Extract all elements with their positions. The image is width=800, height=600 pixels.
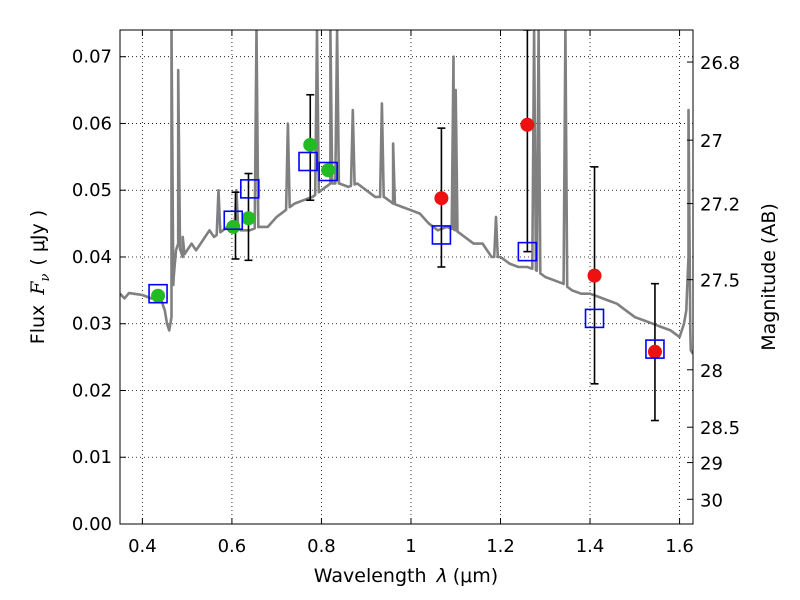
x-axis-label: Wavelength λ (μm) (314, 565, 498, 587)
y-axis-label-subscript: ν (38, 274, 53, 282)
green-data-point (151, 288, 166, 303)
red-data-point (587, 268, 602, 283)
x-tick-label: 0.4 (128, 536, 157, 557)
plot-area (120, 30, 693, 422)
y2-tick-label: 27.5 (700, 271, 740, 292)
x-tick-label: 1.4 (576, 536, 605, 557)
y2-axis-label: Magnitude (AB) (758, 203, 780, 351)
y2-tick-label: 28.5 (700, 418, 740, 439)
y-tick-label: 0.05 (72, 180, 112, 201)
y2-tick-label: 30 (700, 490, 723, 511)
red-data-point (434, 191, 449, 206)
x-axis-label-unit: (μm) (453, 565, 498, 587)
green-data-point (321, 163, 336, 178)
model-square-point (584, 308, 605, 329)
y-tick-label: 0.07 (72, 47, 112, 68)
y-axis-label-prefix: Flux (27, 305, 49, 345)
model-square-point (431, 225, 452, 245)
y2-tick-label: 26.8 (700, 53, 740, 74)
y-axis-label: Flux Fν ( μJy ) (27, 210, 53, 344)
axis-ticks (120, 30, 693, 525)
x-tick-label: 0.8 (307, 536, 336, 557)
red-data-point (647, 344, 662, 359)
model-square-point (240, 179, 260, 199)
model-square-point (223, 210, 244, 231)
x-tick-label: 1.2 (486, 536, 515, 557)
y2-tick-label: 29 (700, 454, 723, 475)
model-square-point (517, 241, 538, 262)
model-square-point (318, 161, 338, 182)
red-data-point (520, 117, 535, 132)
y-tick-label: 0.00 (72, 514, 112, 535)
model-square-point (148, 283, 168, 304)
x-tick-label: 1 (405, 536, 416, 557)
y2-tick-label: 27.2 (700, 195, 740, 216)
y-tick-label: 0.03 (72, 314, 112, 335)
plot-frame (119, 29, 694, 525)
tick-labels: 0.4 0.6 0.8 1 1.2 1.4 1.6 0.00 0.01 0.02 0.03 0.04 0… (72, 47, 740, 557)
y-tick-label: 0.04 (72, 247, 112, 268)
y2-tick-label: 27 (700, 131, 723, 152)
y-tick-label: 0.02 (72, 380, 112, 401)
y-axis-label-symbol: F (27, 281, 49, 296)
x-axis-label-prefix: Wavelength (314, 565, 427, 587)
x-axis-label-symbol: λ (436, 565, 448, 587)
x-tick-label: 0.6 (218, 536, 247, 557)
green-data-point (241, 211, 256, 226)
y-tick-label: 0.06 (72, 113, 112, 134)
green-data-point (226, 219, 241, 234)
x-tick-label: 1.6 (665, 536, 694, 557)
data-layer (120, 30, 693, 422)
y-axis-label-unit: ( μJy ) (27, 210, 49, 266)
model-square-point (645, 339, 665, 359)
y2-tick-label: 28 (700, 361, 723, 382)
template-spectrum-line (120, 30, 693, 355)
model-square-point (298, 151, 318, 172)
green-data-point (303, 137, 318, 152)
y-tick-label: 0.01 (72, 447, 112, 468)
